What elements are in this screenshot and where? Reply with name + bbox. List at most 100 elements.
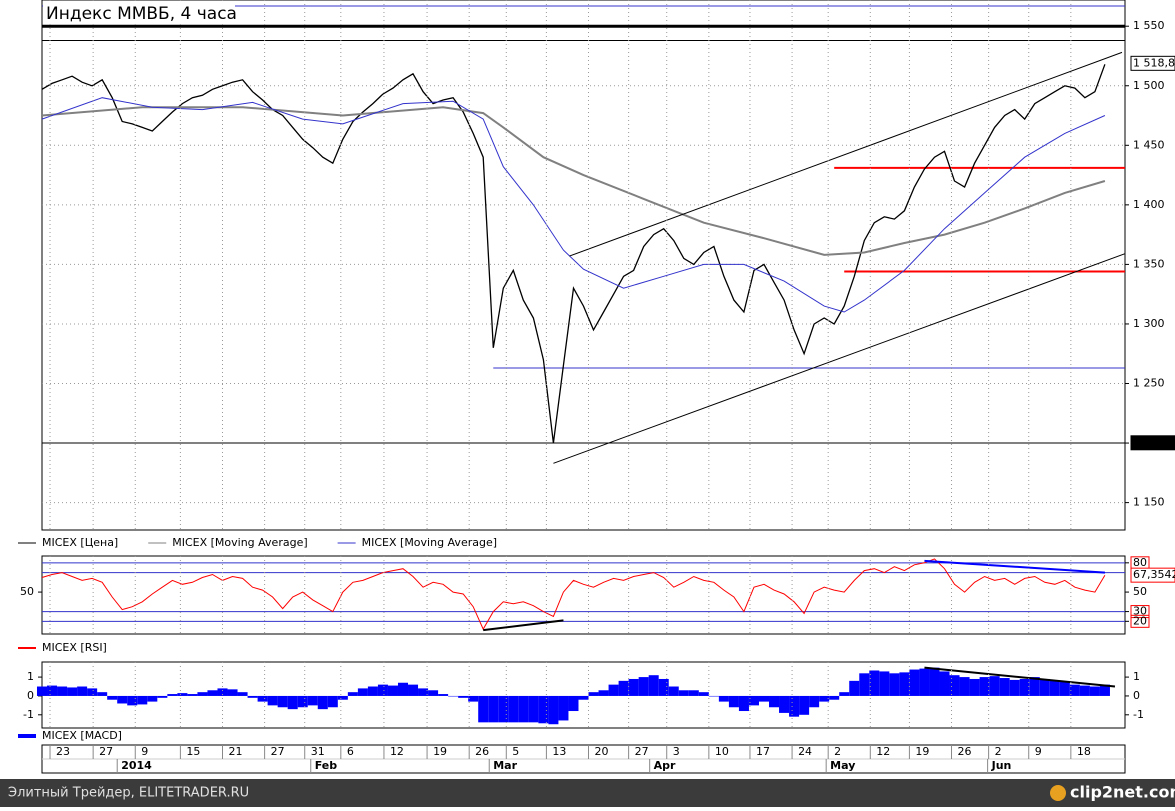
bar [688,690,699,696]
bar [1069,684,1080,696]
bar [989,676,1000,696]
bar [488,695,499,723]
bar [1009,679,1020,696]
bar [909,669,920,696]
bar [628,678,639,696]
bar [949,675,960,696]
price-tag-label: 1 518,83 [1133,56,1175,69]
y-tick-label: 80 [1133,556,1147,569]
bar [728,695,739,708]
bar [598,690,609,696]
month-label: Mar [493,759,517,772]
month-label: May [830,759,855,772]
bar [377,684,388,696]
left-y-tick-label: 0 [27,689,34,702]
bar [518,695,529,723]
y-tick-label: 1 550 [1133,19,1165,32]
legend-label: MICEX [Moving Average] [362,536,497,549]
x-tick-label: 27 [635,745,649,758]
bar [618,680,629,696]
bar [217,688,228,696]
x-tick-label: 10 [715,745,729,758]
price-tag-label: 67,3542 [1133,568,1175,581]
legend-label: MICEX [MACD] [42,729,122,742]
x-tick-label: 27 [99,745,113,758]
month-label: Feb [315,759,338,772]
bar [979,677,990,696]
bar [317,695,328,710]
bar [277,695,288,708]
x-tick-label: 6 [347,745,354,758]
bar [919,668,930,696]
bar [819,695,830,702]
x-tick-label: 31 [311,745,325,758]
bar [337,695,348,700]
left-y-tick-label: 1 [27,670,34,683]
bar [197,692,208,696]
price-tag-label: 1200,22 [1133,436,1175,449]
trend-line [483,619,564,632]
bar [418,688,429,696]
x-tick-label: 12 [390,745,404,758]
bar [578,695,589,700]
legend-label: MICEX [RSI] [42,641,107,654]
price-tag [1130,55,1175,71]
bar [929,667,940,696]
bar [127,695,138,706]
bar [187,694,198,696]
y-tick-label: 1 500 [1133,79,1165,92]
bar [478,695,489,723]
bar [508,695,519,723]
bar [397,682,409,696]
bar [899,672,910,696]
trend-line [924,559,1106,574]
y-tick-box [1130,614,1150,628]
bar [969,678,980,696]
bar [428,690,439,696]
bar [959,677,970,696]
bar [47,685,58,696]
y-tick-label: 50 [1133,585,1147,598]
series-line [41,64,1106,444]
footer-bar [0,779,1175,807]
bar [147,695,158,702]
bar [558,695,569,721]
bar [408,684,419,696]
x-tick-label: 19 [915,745,929,758]
bar [1039,678,1050,696]
bar [1099,684,1110,696]
bar [1029,677,1040,696]
x-tick-label: 5 [512,745,519,758]
bar [227,689,238,696]
chart-title: Индекс ММВБ, 4 часа [46,4,237,24]
bar [528,695,539,723]
bar [347,692,358,696]
bar [678,690,689,696]
bar [939,671,950,696]
y-tick-box [1130,605,1150,619]
bar [157,695,168,698]
footer-left: Элитный Трейдер, ELITETRADER.RU [8,786,249,801]
bar [247,695,258,698]
bar [648,675,659,696]
x-tick-label: 18 [1077,745,1091,758]
series-line [41,106,1106,256]
title-box [43,2,235,24]
bar [748,695,759,706]
y-tick-label: 20 [1133,614,1147,627]
month-label: Apr [654,759,676,772]
x-tick-label: 15 [186,745,200,758]
bar [117,695,128,704]
bar [708,695,719,697]
bar [879,671,890,696]
left-y-tick-label: -1 [23,708,34,721]
bar [498,695,509,723]
bar [588,692,599,696]
bar [869,670,880,696]
bar [458,695,469,698]
bar [829,695,840,700]
x-tick-label: 21 [229,745,243,758]
bar [859,673,870,696]
bar [718,695,729,702]
